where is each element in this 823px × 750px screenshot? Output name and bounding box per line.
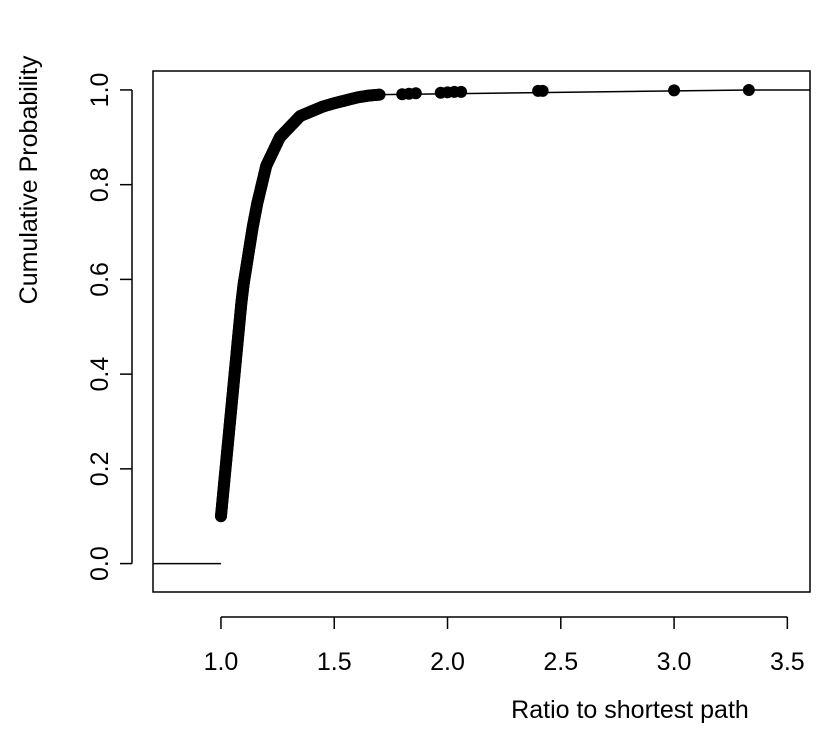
ecdf-outlier-point [455,85,468,98]
y-tick-label: 0.6 [86,262,114,297]
ecdf-outlier-point [409,87,422,100]
y-tick-label: 0.4 [86,357,114,392]
x-tick-label: 2.0 [430,648,465,676]
y-axis-label: Cumulative Probability [15,55,43,304]
y-axis: 0.0 0.2 0.4 0.6 0.8 1.0 [86,73,133,581]
x-tick-label: 2.5 [543,648,578,676]
y-tick-label: 1.0 [86,73,114,108]
ecdf-outlier-point [668,84,681,97]
data-marks [153,83,810,565]
plot-frame [152,70,811,593]
x-tick-label: 1.0 [204,648,239,676]
y-tick-label: 0.0 [86,546,114,581]
y-tick-label: 0.8 [86,167,114,202]
x-tick-label: 3.0 [657,648,692,676]
x-axis-label: Ratio to shortest path [511,696,749,724]
x-tick-label: 1.5 [317,648,352,676]
ecdf-outlier-point [742,83,755,96]
y-tick-label: 0.2 [86,451,114,486]
x-tick-label: 3.5 [770,648,805,676]
ecdf-outlier-point [536,84,549,97]
x-axis: 1.0 1.5 2.0 2.5 3.0 3.5 [204,616,805,676]
ecdf-point [373,88,386,101]
